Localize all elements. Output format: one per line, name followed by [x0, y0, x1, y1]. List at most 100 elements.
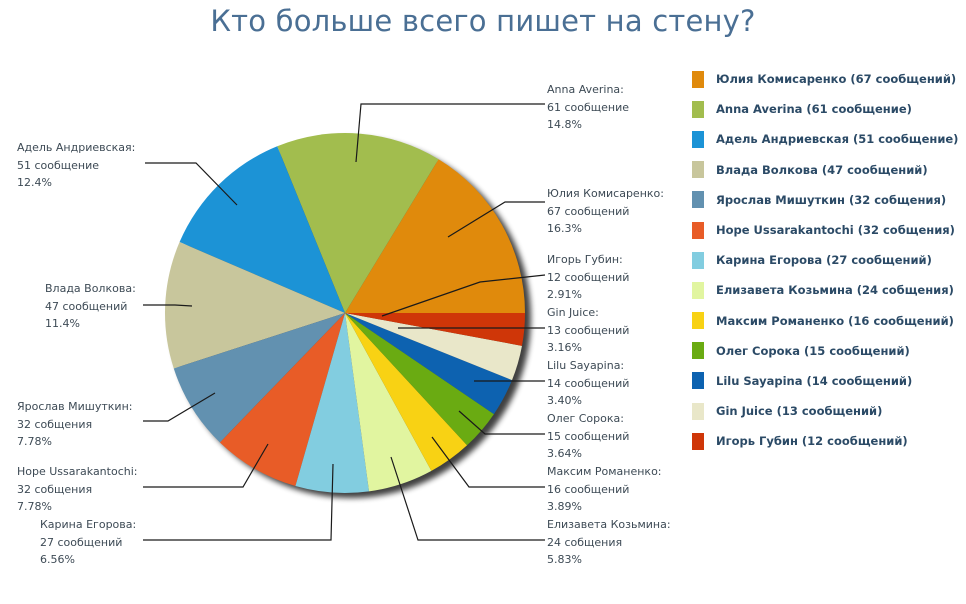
- legend-label: Юлия Комисаренко (67 сообщений): [716, 72, 957, 87]
- legend-item: Адель Андриевская (51 сообщение): [692, 124, 958, 154]
- legend-swatch-icon: [692, 191, 704, 209]
- legend-item: Елизавета Козьмина (24 собщения): [692, 275, 958, 305]
- slice-label: Елизавета Козьмина: 24 собщения 5.83%: [547, 516, 671, 569]
- slice-label-percent: 7.78%: [17, 500, 52, 513]
- slice-label-percent: 5.83%: [547, 553, 582, 566]
- legend-swatch-icon: [692, 342, 704, 360]
- legend-swatch-icon: [692, 432, 704, 450]
- leader-line: [143, 443, 269, 488]
- pie-slice: [295, 313, 370, 493]
- slice-label-count: 67 сообщений: [547, 204, 630, 218]
- legend-item: Карина Егорова (27 сообщений): [692, 245, 958, 275]
- leader-line: [431, 436, 545, 488]
- legend-label: Игорь Губин (12 сообщений): [716, 434, 908, 449]
- legend-label: Елизавета Козьмина (24 собщения): [716, 283, 954, 298]
- legend-label: Влада Волкова (47 сообщений): [716, 162, 928, 177]
- slice-label-percent: 6.56%: [40, 553, 75, 566]
- legend-label: Hope Ussarakantochi (32 собщения): [716, 223, 955, 238]
- legend-swatch-icon: [692, 312, 704, 330]
- leader-line: [143, 304, 193, 307]
- slice-label-name: Елизавета Козьмина:: [547, 518, 671, 531]
- slice-label-name: Влада Волкова:: [45, 282, 136, 295]
- slice-label-count: 32 собщения: [17, 482, 93, 496]
- slice-label-count: 24 собщения: [547, 535, 623, 549]
- slice-label-count: 51 сообщение: [17, 158, 100, 172]
- pie-slice: [345, 313, 494, 446]
- pie-slice: [345, 159, 525, 313]
- pie-slices: [165, 132, 525, 493]
- slice-label-name: Адель Андриевская:: [17, 141, 136, 154]
- legend-swatch-icon: [692, 221, 704, 239]
- legend-label: Олег Сорока (15 сообщений): [716, 343, 910, 358]
- slice-label-count: 14 сообщений: [547, 376, 630, 390]
- slice-label-count: 13 сообщений: [547, 323, 630, 337]
- slice-label-count: 15 сообщений: [547, 429, 630, 443]
- legend-swatch-icon: [692, 100, 704, 118]
- slice-label: Карина Егорова: 27 сообщений 6.56%: [40, 516, 136, 569]
- legend-swatch-icon: [692, 70, 704, 88]
- leader-line: [447, 201, 545, 238]
- slice-label-percent: 3.64%: [547, 447, 582, 460]
- slice-label-name: Игорь Губин:: [547, 253, 623, 266]
- slice-label-count: 47 сообщений: [45, 299, 128, 313]
- legend-label: Адель Андриевская (51 сообщение): [716, 132, 959, 147]
- slice-label: Олег Сорока: 15 сообщений 3.64%: [547, 410, 629, 463]
- slice-label-percent: 3.89%: [547, 500, 582, 513]
- legend-label: Максим Романенко (16 сообщений): [716, 313, 954, 328]
- slice-label-name: Lilu Sayapina:: [547, 359, 625, 372]
- legend-swatch-icon: [692, 251, 704, 269]
- slice-label: Влада Волкова: 47 сообщений 11.4%: [45, 280, 136, 333]
- legend-item: Lilu Sayapina (14 сообщений): [692, 366, 958, 396]
- legend-item: Gin Juice (13 сообщений): [692, 396, 958, 426]
- legend-item: Ярослав Мишуткин (32 собщения): [692, 185, 958, 215]
- slice-label-count: 32 собщения: [17, 417, 93, 431]
- leader-lines: [143, 103, 546, 541]
- leader-line: [381, 274, 546, 317]
- slice-label: Lilu Sayapina: 14 сообщений 3.40%: [547, 357, 629, 410]
- pie-slice: [165, 242, 345, 369]
- legend-item: Олег Сорока (15 сообщений): [692, 336, 958, 366]
- pie-slice: [345, 313, 513, 415]
- legend-swatch-icon: [692, 130, 704, 148]
- slice-label-name: Hope Ussarakantochi:: [17, 465, 138, 478]
- slice-label-name: Юлия Комисаренко:: [547, 187, 664, 200]
- pie-slice: [345, 313, 525, 346]
- slice-label-percent: 12.4%: [17, 176, 52, 189]
- legend-item: Юлия Комисаренко (67 сообщений): [692, 64, 958, 94]
- legend-item: Влада Волкова (47 сообщений): [692, 155, 958, 185]
- slice-label-name: Максим Романенко:: [547, 465, 662, 478]
- slice-label: Игорь Губин: 12 сообщений 2.91%: [547, 251, 629, 304]
- slice-label-count: 12 сообщений: [547, 270, 630, 284]
- legend-swatch-icon: [692, 402, 704, 420]
- legend-item: Anna Averina (61 сообщение): [692, 94, 958, 124]
- legend-swatch-icon: [692, 281, 704, 299]
- pie-slice: [345, 313, 468, 471]
- leader-line: [143, 463, 334, 541]
- slice-label-percent: 14.8%: [547, 118, 582, 131]
- pie-slice: [345, 313, 432, 492]
- slice-label-count: 61 сообщение: [547, 100, 630, 114]
- slice-label-name: Anna Averina:: [547, 83, 624, 96]
- pie-slice: [173, 313, 345, 443]
- slice-label-percent: 3.16%: [547, 341, 582, 354]
- slice-label-name: Gin Juice:: [547, 306, 599, 319]
- leader-line: [143, 392, 216, 422]
- slice-label-name: Олег Сорока:: [547, 412, 624, 425]
- slice-label-percent: 7.78%: [17, 435, 52, 448]
- slice-label-percent: 3.40%: [547, 394, 582, 407]
- legend-swatch-icon: [692, 372, 704, 390]
- legend-label: Карина Егорова (27 сообщений): [716, 253, 932, 268]
- legend-item: Hope Ussarakantochi (32 собщения): [692, 215, 958, 245]
- slice-label: Адель Андриевская: 51 сообщение 12.4%: [17, 139, 135, 192]
- slice-label-percent: 2.91%: [547, 288, 582, 301]
- legend-swatch-icon: [692, 161, 704, 179]
- leader-line: [355, 103, 545, 163]
- slice-label-percent: 16.3%: [547, 222, 582, 235]
- legend: Юлия Комисаренко (67 сообщений) Anna Aver…: [692, 64, 958, 456]
- legend-item: Максим Романенко (16 сообщений): [692, 306, 958, 336]
- legend-label: Ярослав Мишуткин (32 собщения): [716, 192, 947, 207]
- leader-line: [145, 162, 238, 206]
- legend-label: Gin Juice (13 сообщений): [716, 404, 883, 419]
- pie-slice: [219, 313, 345, 487]
